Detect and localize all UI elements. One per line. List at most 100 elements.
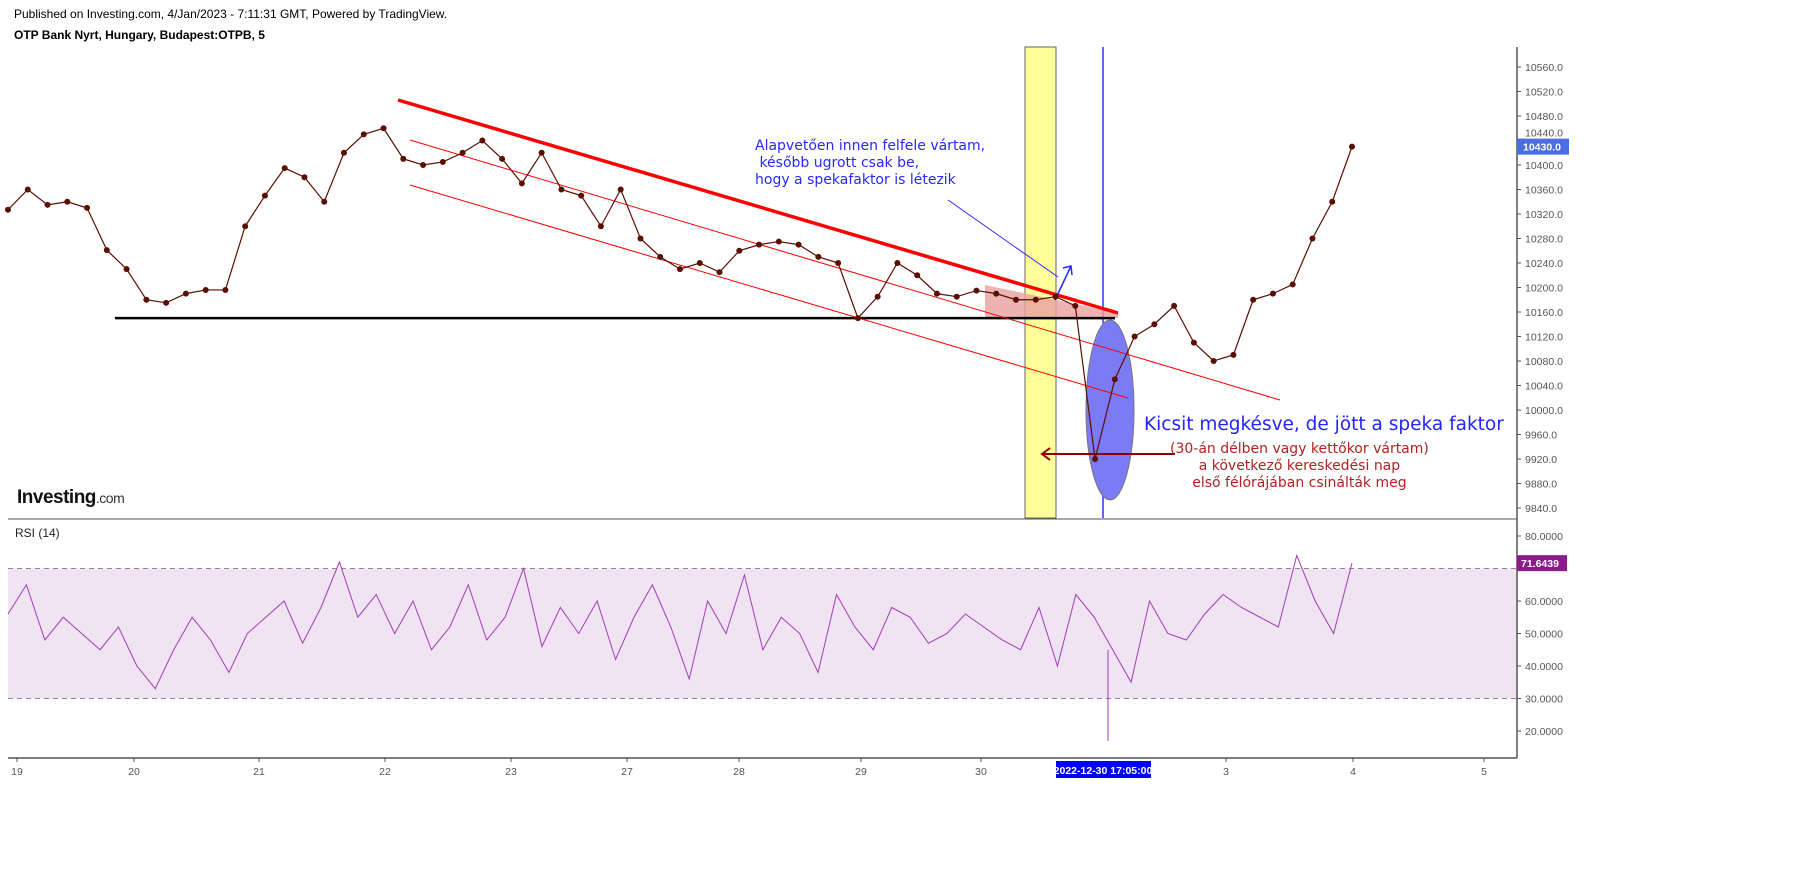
price-point xyxy=(538,149,545,156)
price-point xyxy=(1329,198,1336,205)
price-point xyxy=(716,269,723,276)
price-point xyxy=(499,155,506,162)
rsi-band xyxy=(8,568,1517,699)
price-point xyxy=(64,198,71,205)
channel-line-lower xyxy=(409,184,1129,399)
price-tick-label: 9960.0 xyxy=(1525,430,1557,442)
crosshair-time-label: 2022-12-30 17:05:00 xyxy=(1054,765,1153,777)
price-tick-label: 10280.0 xyxy=(1525,234,1563,246)
annotation-line: később ugrott csak be, xyxy=(755,155,920,171)
annotation-top-note: Alapvetően innen felfele vártam, később … xyxy=(755,138,985,189)
rsi-last-label: 71.6439 xyxy=(1521,558,1559,570)
price-point xyxy=(1052,293,1059,300)
rsi-tick-label: 50.0000 xyxy=(1525,629,1563,641)
triangle-shade xyxy=(985,285,1118,318)
price-point xyxy=(44,201,51,208)
price-point xyxy=(558,186,565,193)
price-point xyxy=(894,260,901,266)
red-left-arrow-icon xyxy=(1040,447,1175,461)
annotation-line: Alapvetően innen felfele vártam, xyxy=(755,138,986,154)
price-point xyxy=(1289,281,1296,288)
price-tick-label: 9840.0 xyxy=(1525,503,1557,515)
price-point xyxy=(756,241,763,248)
channel-line-upper xyxy=(409,139,1281,401)
investing-logo: Investing.com xyxy=(17,487,125,509)
price-point xyxy=(854,315,861,322)
price-point xyxy=(973,287,980,294)
time-tick-label: 3 xyxy=(1223,766,1229,778)
price-point xyxy=(1210,358,1217,364)
price-point xyxy=(933,290,940,297)
price-point xyxy=(202,286,209,293)
time-tick-label: 21 xyxy=(253,766,265,778)
price-point xyxy=(736,247,743,254)
time-tick-label: 29 xyxy=(855,766,867,778)
price-point xyxy=(1131,333,1138,340)
price-point xyxy=(953,293,960,300)
price-tick-label: 10320.0 xyxy=(1525,209,1563,221)
price-tick-label: 10000.0 xyxy=(1525,405,1563,417)
price-point xyxy=(1190,339,1197,346)
price-point xyxy=(5,206,11,213)
last-price-label: 10430.0 xyxy=(1523,142,1561,154)
rsi-tick-label: 40.0000 xyxy=(1525,661,1563,673)
price-point xyxy=(301,174,308,181)
price-point xyxy=(775,238,782,245)
last-price-badge xyxy=(1517,138,1569,155)
price-tick-label: 10560.0 xyxy=(1525,62,1563,74)
time-tick-label: 20 xyxy=(128,766,140,778)
price-point xyxy=(103,247,110,254)
price-point xyxy=(1092,456,1099,462)
price-tick-label: 10520.0 xyxy=(1525,87,1563,99)
rsi-label: RSI (14) xyxy=(15,526,60,540)
price-point xyxy=(1171,302,1178,309)
price-point xyxy=(261,192,268,199)
price-line xyxy=(7,127,1353,460)
price-tick-label: 10160.0 xyxy=(1525,307,1563,319)
price-point xyxy=(123,266,130,273)
rsi-tick-label: 30.0000 xyxy=(1525,694,1563,706)
price-point xyxy=(677,266,683,273)
rsi-tick-label: 20.0000 xyxy=(1525,726,1563,738)
time-tick-label: 4 xyxy=(1350,766,1356,778)
blue-pointer-arrow xyxy=(947,199,1059,278)
price-point xyxy=(321,198,328,205)
price-point xyxy=(518,180,525,187)
time-tick-label: 19 xyxy=(11,766,23,778)
price-point xyxy=(815,253,822,260)
price-tick-label: 10080.0 xyxy=(1525,356,1563,368)
price-tick-label: 10120.0 xyxy=(1525,332,1563,344)
price-point xyxy=(222,286,229,293)
price-point xyxy=(597,223,604,230)
price-point xyxy=(163,299,170,306)
annotation-line: hogy a spekafaktor is létezik xyxy=(755,172,956,188)
time-tick-label: 23 xyxy=(505,766,517,778)
time-tick-label: 22 xyxy=(379,766,391,778)
price-point xyxy=(281,165,288,172)
price-point xyxy=(637,235,644,242)
annotation-main-note: Kicsit megkésve, de jött a speka faktor xyxy=(1144,414,1504,435)
price-point xyxy=(84,204,91,211)
price-tick-label: 10200.0 xyxy=(1525,283,1563,295)
price-point xyxy=(1151,321,1158,328)
price-point xyxy=(400,155,407,162)
price-point xyxy=(1111,376,1118,383)
price-point xyxy=(795,241,802,248)
price-point xyxy=(420,162,427,168)
price-point xyxy=(1250,296,1257,303)
resistance-trendline xyxy=(397,98,1119,315)
logo-suffix: .com xyxy=(95,490,125,506)
price-tick-label: 9880.0 xyxy=(1525,479,1557,491)
price-point xyxy=(993,290,1000,297)
annotation-red-note: (30-án délben vagy kettőkor vártam) a kö… xyxy=(1170,441,1429,492)
price-point xyxy=(341,149,347,156)
price-point xyxy=(439,158,446,165)
price-point xyxy=(143,296,150,303)
crosshair-time-badge xyxy=(1056,761,1151,778)
price-point xyxy=(1230,351,1237,358)
price-point xyxy=(1072,302,1079,309)
price-point xyxy=(578,192,585,199)
price-point xyxy=(617,186,624,193)
price-point xyxy=(835,260,842,266)
